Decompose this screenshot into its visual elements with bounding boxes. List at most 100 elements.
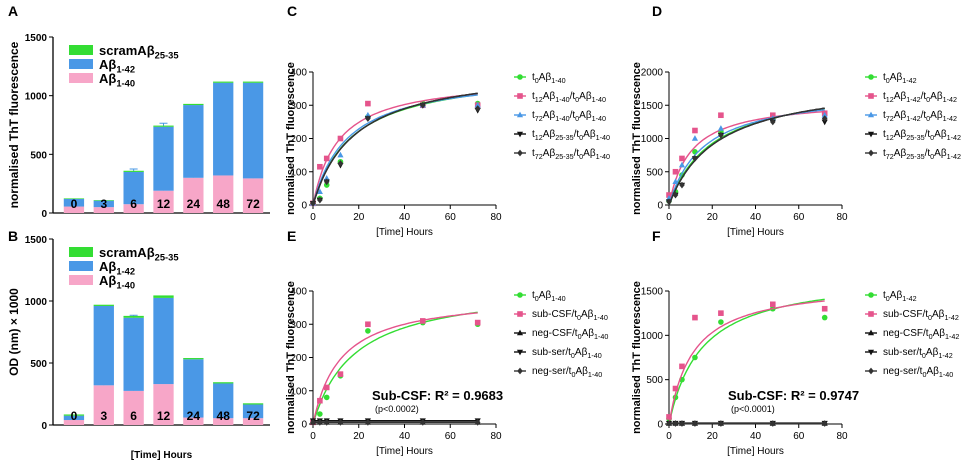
y-tick-label: 0 [657,420,663,431]
y-tick-label: 0 [657,201,663,212]
legend-label-part: 1-42 [945,332,959,341]
legend-label: sub-ser/t0Aβ1-40 [532,347,602,360]
legend-label-part: Aβ [543,129,556,140]
legend-label-part: 1-42 [902,294,916,303]
bar-segment [93,200,114,201]
x-tick-label: 60 [793,212,805,223]
legend-label-part: Aβ [934,148,947,159]
x-tick-label: 80 [836,431,848,442]
data-point [672,178,679,184]
data-point [323,394,330,401]
legend-label-part: Aβ [99,71,116,86]
bar-segment [153,126,174,191]
legend-label-part: 0 [926,114,930,123]
legend-label: Aβ1-42 [99,57,135,75]
legend-label: neg-ser/t0Aβ1-40 [883,366,953,379]
data-point [672,191,679,199]
bar-segment [213,82,234,176]
data-point [692,354,698,361]
legend-label: t72Aβ25-35/t0Aβ1-40 [532,148,610,161]
data-point [365,115,371,122]
x-tick-label: 80 [836,212,848,223]
fit-curve [312,94,478,206]
data-point [310,199,316,207]
fit-curve [312,312,478,425]
fit-annotation-p: (p<0.0002) [375,404,419,414]
bar-segment [63,206,85,213]
bar-segment [63,415,85,421]
bar-segment [93,305,114,386]
y-tick-label: 0 [301,201,307,212]
data-point [365,418,371,426]
legend-label-part: 0 [571,370,575,379]
data-point [821,420,828,427]
legend-label-part: Aβ [926,347,939,358]
y-tick-label: 100 [290,167,307,178]
y-tick-label: 0 [41,209,47,220]
legend-label: t0Aβ1-40 [532,290,566,303]
legend-marker [867,111,875,118]
bar-category-label: 48 [217,197,231,211]
data-point [337,160,344,167]
x-axis-label: [Time] Hours [376,446,433,457]
panel-label: C [287,3,297,19]
legend-label-part: 1-40 [587,351,601,360]
bar-segment [183,359,204,418]
legend-label-part: Aβ [99,259,116,274]
legend-label-part: 0 [926,95,930,104]
bar-segment [213,418,234,425]
bar-segment [183,103,204,106]
legend-label-part: scramAβ [99,245,155,260]
bar-segment [93,304,114,306]
x-tick-label: 40 [750,431,762,442]
legend-label-part: 12 [886,133,894,142]
legend-label-part: 12 [535,95,543,104]
legend-label: sub-CSF/t0Aβ1-42 [883,309,959,322]
legend-label-part: 0 [922,351,926,360]
bar-category-label: 72 [246,409,260,423]
legend-label: scramAβ25-35 [99,245,179,263]
legend-marker [517,93,523,99]
fit-curve [668,300,825,425]
y-tick-label: 2000 [641,68,664,79]
bar-segment [153,125,174,127]
legend-label-part: Aβ [890,290,903,301]
x-tick-label: 40 [399,212,411,223]
legend-label-part: 1-42 [116,267,135,277]
legend-label-part: Aβ [894,91,907,102]
data-point [692,314,698,321]
legend-swatch [69,59,93,69]
bar-segment [123,171,144,205]
legend-label: neg-ser/t0Aβ1-40 [532,366,602,379]
bar-segment [213,81,234,83]
legend-label-part: 1-40 [593,313,607,322]
data-point [770,420,776,427]
data-point [323,155,330,162]
bar-segment [123,390,144,425]
legend-label-part: 0 [930,152,934,161]
legend-marker [867,329,875,336]
x-tick-label: 20 [353,431,365,442]
legend-label-part: neg-ser/t [883,366,923,377]
x-tick-label: 60 [445,212,457,223]
legend-label-part: Aβ [539,290,552,301]
legend-marker [517,311,523,317]
data-point [821,305,828,312]
legend-label-part: 0 [571,351,575,360]
legend-label-part: neg-ser/t [532,366,572,377]
legend-label-part: neg-CSF/t [883,328,929,339]
x-tick-label: 80 [490,212,502,223]
legend-label-part: /t [570,110,576,121]
legend-label-part: 1-42 [943,114,957,123]
legend-label-part: /t [574,129,580,140]
bar-segment [63,198,85,207]
bar-segment [153,297,174,385]
data-point [420,101,426,109]
legend-label-part: 0 [886,294,890,303]
panel-B: B 0 500 1000 1500 OD (nm) × 1000 [Time] Hours 0… [7,228,270,461]
bar-segment [93,200,114,208]
y-tick-label: 400 [290,287,307,298]
legend-marker [517,74,523,80]
legend-label-part: 1-40 [555,95,569,104]
legend-marker [516,131,524,138]
